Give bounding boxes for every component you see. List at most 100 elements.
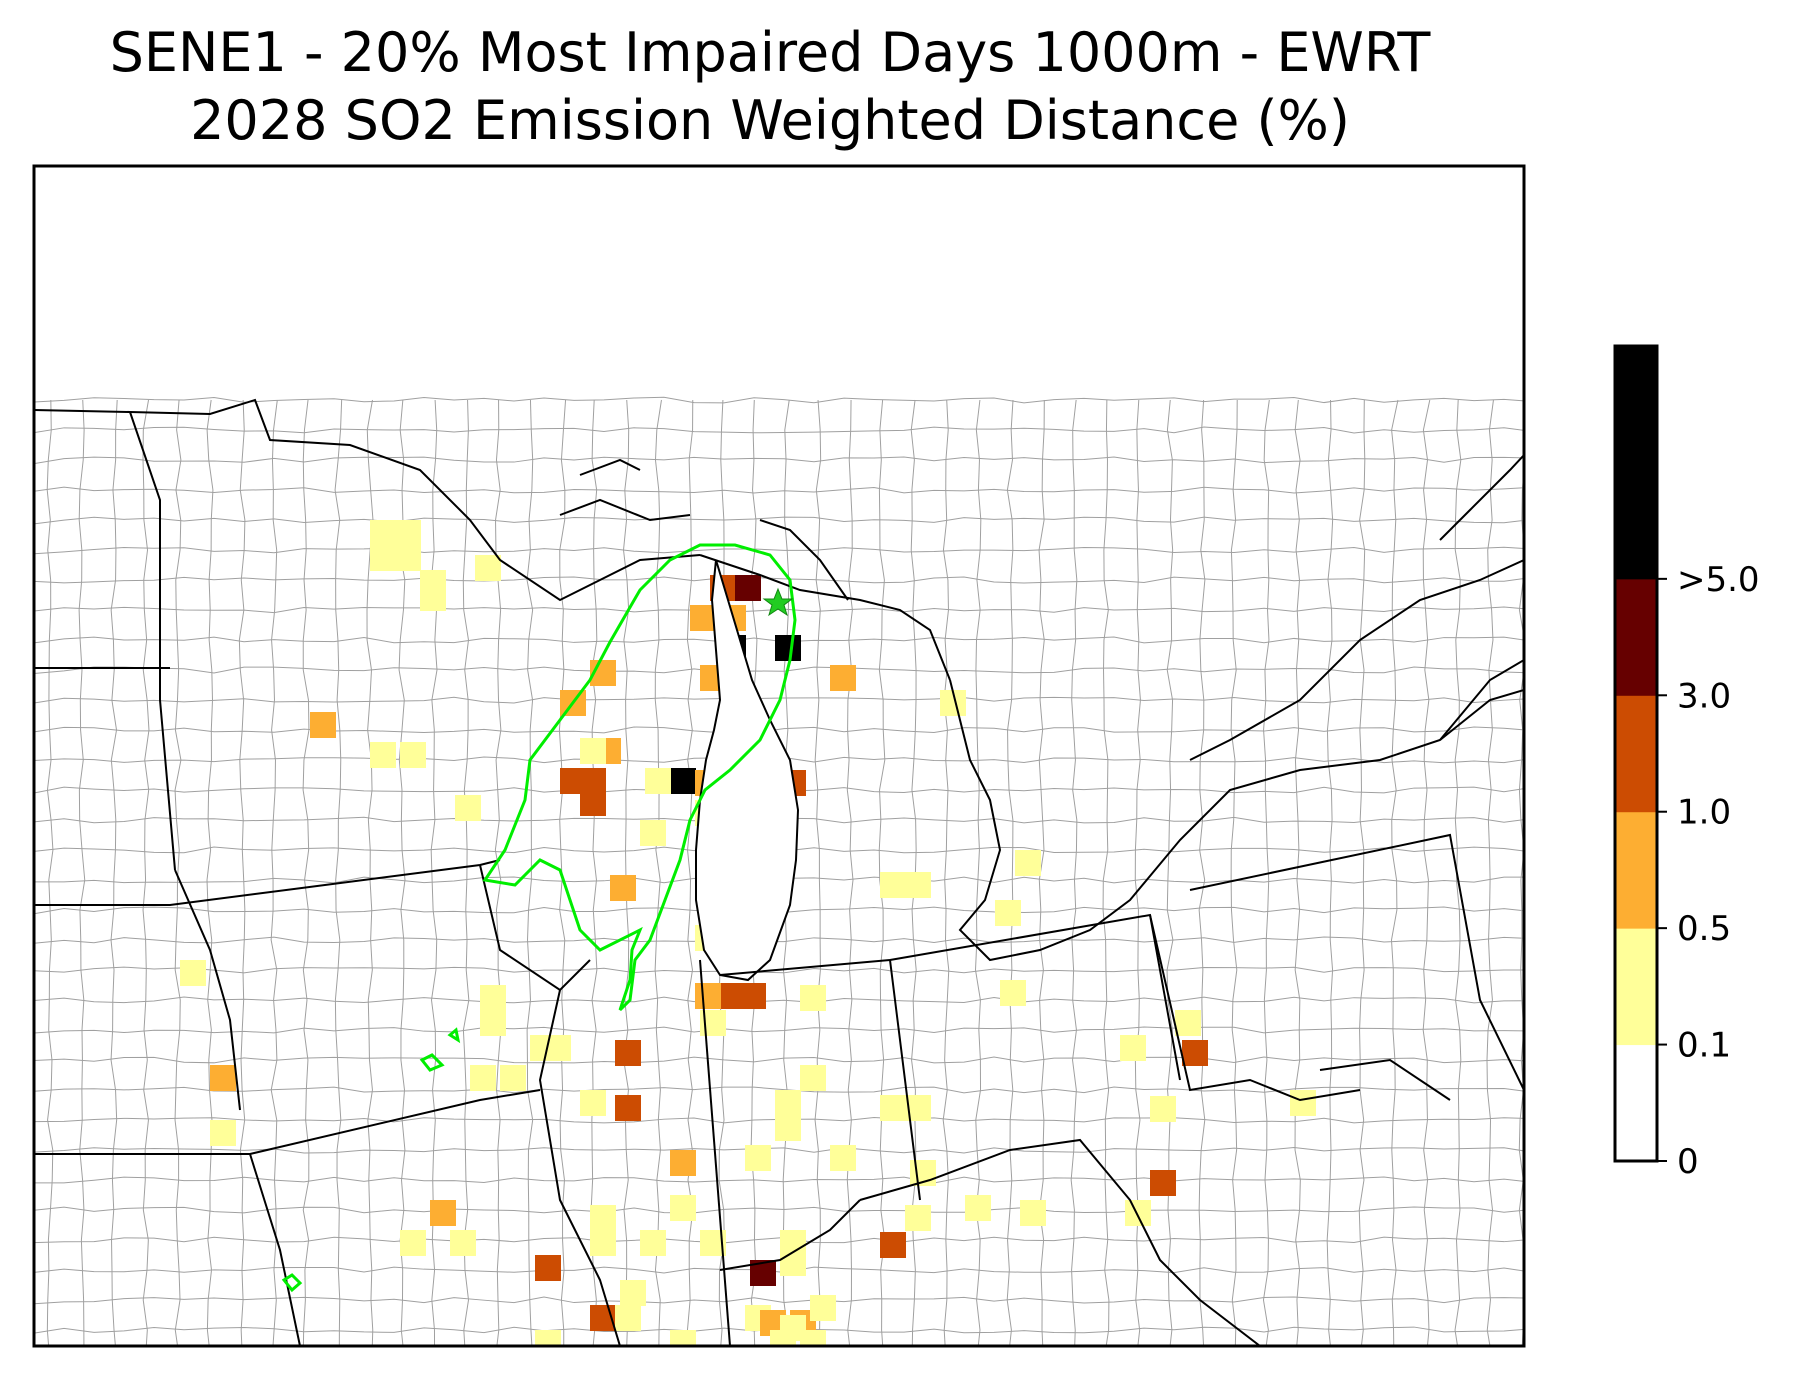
emission-cell bbox=[995, 900, 1021, 926]
emission-cell bbox=[535, 1330, 561, 1346]
emission-cell bbox=[775, 635, 801, 661]
emission-cell bbox=[830, 1145, 856, 1171]
emission-cell bbox=[670, 1195, 696, 1221]
emission-cell bbox=[965, 1195, 991, 1221]
chart-title-line-1: SENE1 - 20% Most Impaired Days 1000m - E… bbox=[109, 21, 1431, 84]
emission-cell bbox=[780, 1315, 806, 1341]
emission-cells bbox=[180, 520, 1316, 1346]
emission-cell bbox=[580, 1090, 606, 1116]
emission-cell bbox=[1125, 1200, 1151, 1226]
colorbar-tick-label: 3.0 bbox=[1677, 676, 1731, 716]
emission-cell bbox=[775, 1090, 801, 1116]
emission-cell bbox=[905, 1205, 931, 1231]
site-marker-star-icon bbox=[762, 587, 794, 617]
emission-cell bbox=[580, 738, 606, 764]
emission-cell bbox=[735, 575, 761, 601]
emission-cell bbox=[800, 985, 826, 1011]
emission-cell bbox=[1120, 1035, 1146, 1061]
emission-cell bbox=[1290, 1090, 1316, 1116]
emission-cell bbox=[400, 742, 426, 768]
emission-cell bbox=[620, 1280, 646, 1306]
emission-cell bbox=[695, 983, 721, 1009]
colorbar-tick-label: >5.0 bbox=[1677, 560, 1760, 600]
emission-cell bbox=[1000, 980, 1026, 1006]
emission-cell bbox=[610, 875, 636, 901]
emission-cell bbox=[690, 605, 716, 631]
colorbar-bin bbox=[1615, 462, 1657, 580]
emission-cell bbox=[670, 1330, 696, 1346]
emission-cell bbox=[400, 1230, 426, 1256]
emission-cell bbox=[615, 1095, 641, 1121]
emission-cell bbox=[775, 1115, 801, 1141]
emission-cell bbox=[475, 555, 501, 581]
map-frame bbox=[32, 164, 1526, 1348]
emission-cell bbox=[470, 1065, 496, 1091]
emission-cell bbox=[370, 545, 396, 571]
emission-cell bbox=[1150, 1170, 1176, 1196]
emission-cell bbox=[740, 983, 766, 1009]
colorbar-frame bbox=[1613, 344, 1659, 1163]
colorbar-tick-label: 0.1 bbox=[1677, 1026, 1731, 1066]
emission-cell bbox=[420, 585, 446, 611]
emission-cell bbox=[670, 1150, 696, 1176]
emission-cell bbox=[1150, 1096, 1176, 1122]
lake-michigan bbox=[695, 559, 800, 982]
emission-cell bbox=[535, 1255, 561, 1281]
emission-cell bbox=[800, 1065, 826, 1091]
emission-cell bbox=[615, 1040, 641, 1066]
emission-cell bbox=[180, 960, 206, 986]
emission-cell bbox=[670, 768, 696, 794]
emission-cell bbox=[1175, 1010, 1201, 1036]
emission-cell bbox=[640, 820, 666, 846]
emission-cell bbox=[310, 712, 336, 738]
emission-cell bbox=[590, 1230, 616, 1256]
emission-cell bbox=[1020, 1200, 1046, 1226]
emission-cell bbox=[210, 1065, 236, 1091]
emission-cell bbox=[810, 1295, 836, 1321]
emission-cell bbox=[450, 1230, 476, 1256]
emission-cell bbox=[500, 1065, 526, 1091]
emission-cell bbox=[580, 790, 606, 816]
colorbar-tick-label: 0 bbox=[1677, 1142, 1699, 1182]
emission-cell bbox=[370, 742, 396, 768]
emission-cell bbox=[455, 795, 481, 821]
chart-title-line-2: 2028 SO2 Emission Weighted Distance (%) bbox=[190, 89, 1350, 152]
emission-cell bbox=[590, 1205, 616, 1231]
colorbar-tick-label: 0.5 bbox=[1677, 909, 1731, 949]
colorbar-bin bbox=[1615, 695, 1657, 813]
emission-cell bbox=[395, 545, 421, 571]
emission-cell bbox=[745, 1145, 771, 1171]
emission-cell bbox=[580, 768, 606, 794]
emission-cell bbox=[615, 1305, 641, 1331]
emission-cell bbox=[880, 1232, 906, 1258]
emission-cell bbox=[830, 665, 856, 691]
state-boundaries bbox=[34, 411, 1524, 1346]
colorbar-bin bbox=[1615, 578, 1657, 696]
emission-cell bbox=[1182, 1040, 1208, 1066]
emission-cell bbox=[800, 1330, 826, 1346]
emission-cell bbox=[480, 1010, 506, 1036]
colorbar-bin bbox=[1615, 346, 1657, 463]
emission-cell bbox=[640, 1230, 666, 1256]
emission-cell bbox=[210, 1120, 236, 1146]
emission-cell bbox=[880, 1095, 906, 1121]
emission-cell bbox=[1015, 850, 1041, 876]
influence-contour bbox=[281, 543, 797, 1293]
emission-cell bbox=[880, 872, 906, 898]
emission-cell bbox=[905, 872, 931, 898]
shorelines bbox=[34, 398, 1524, 962]
county-boundaries bbox=[34, 396, 1524, 1346]
colorbar: 0 0.1 0.5 1.0 3.0 >5.0 bbox=[1613, 344, 1760, 1182]
map-panel bbox=[32, 164, 1526, 1348]
colorbar-bin bbox=[1615, 928, 1657, 1046]
emission-cell bbox=[395, 520, 421, 546]
colorbar-bin bbox=[1615, 1044, 1657, 1162]
colorbar-bin bbox=[1615, 811, 1657, 929]
emission-cell bbox=[370, 520, 396, 546]
emission-cell bbox=[645, 768, 671, 794]
emission-cell bbox=[430, 1200, 456, 1226]
emission-cell bbox=[780, 1250, 806, 1276]
emission-cell bbox=[480, 985, 506, 1011]
colorbar-tick-label: 1.0 bbox=[1677, 793, 1731, 833]
